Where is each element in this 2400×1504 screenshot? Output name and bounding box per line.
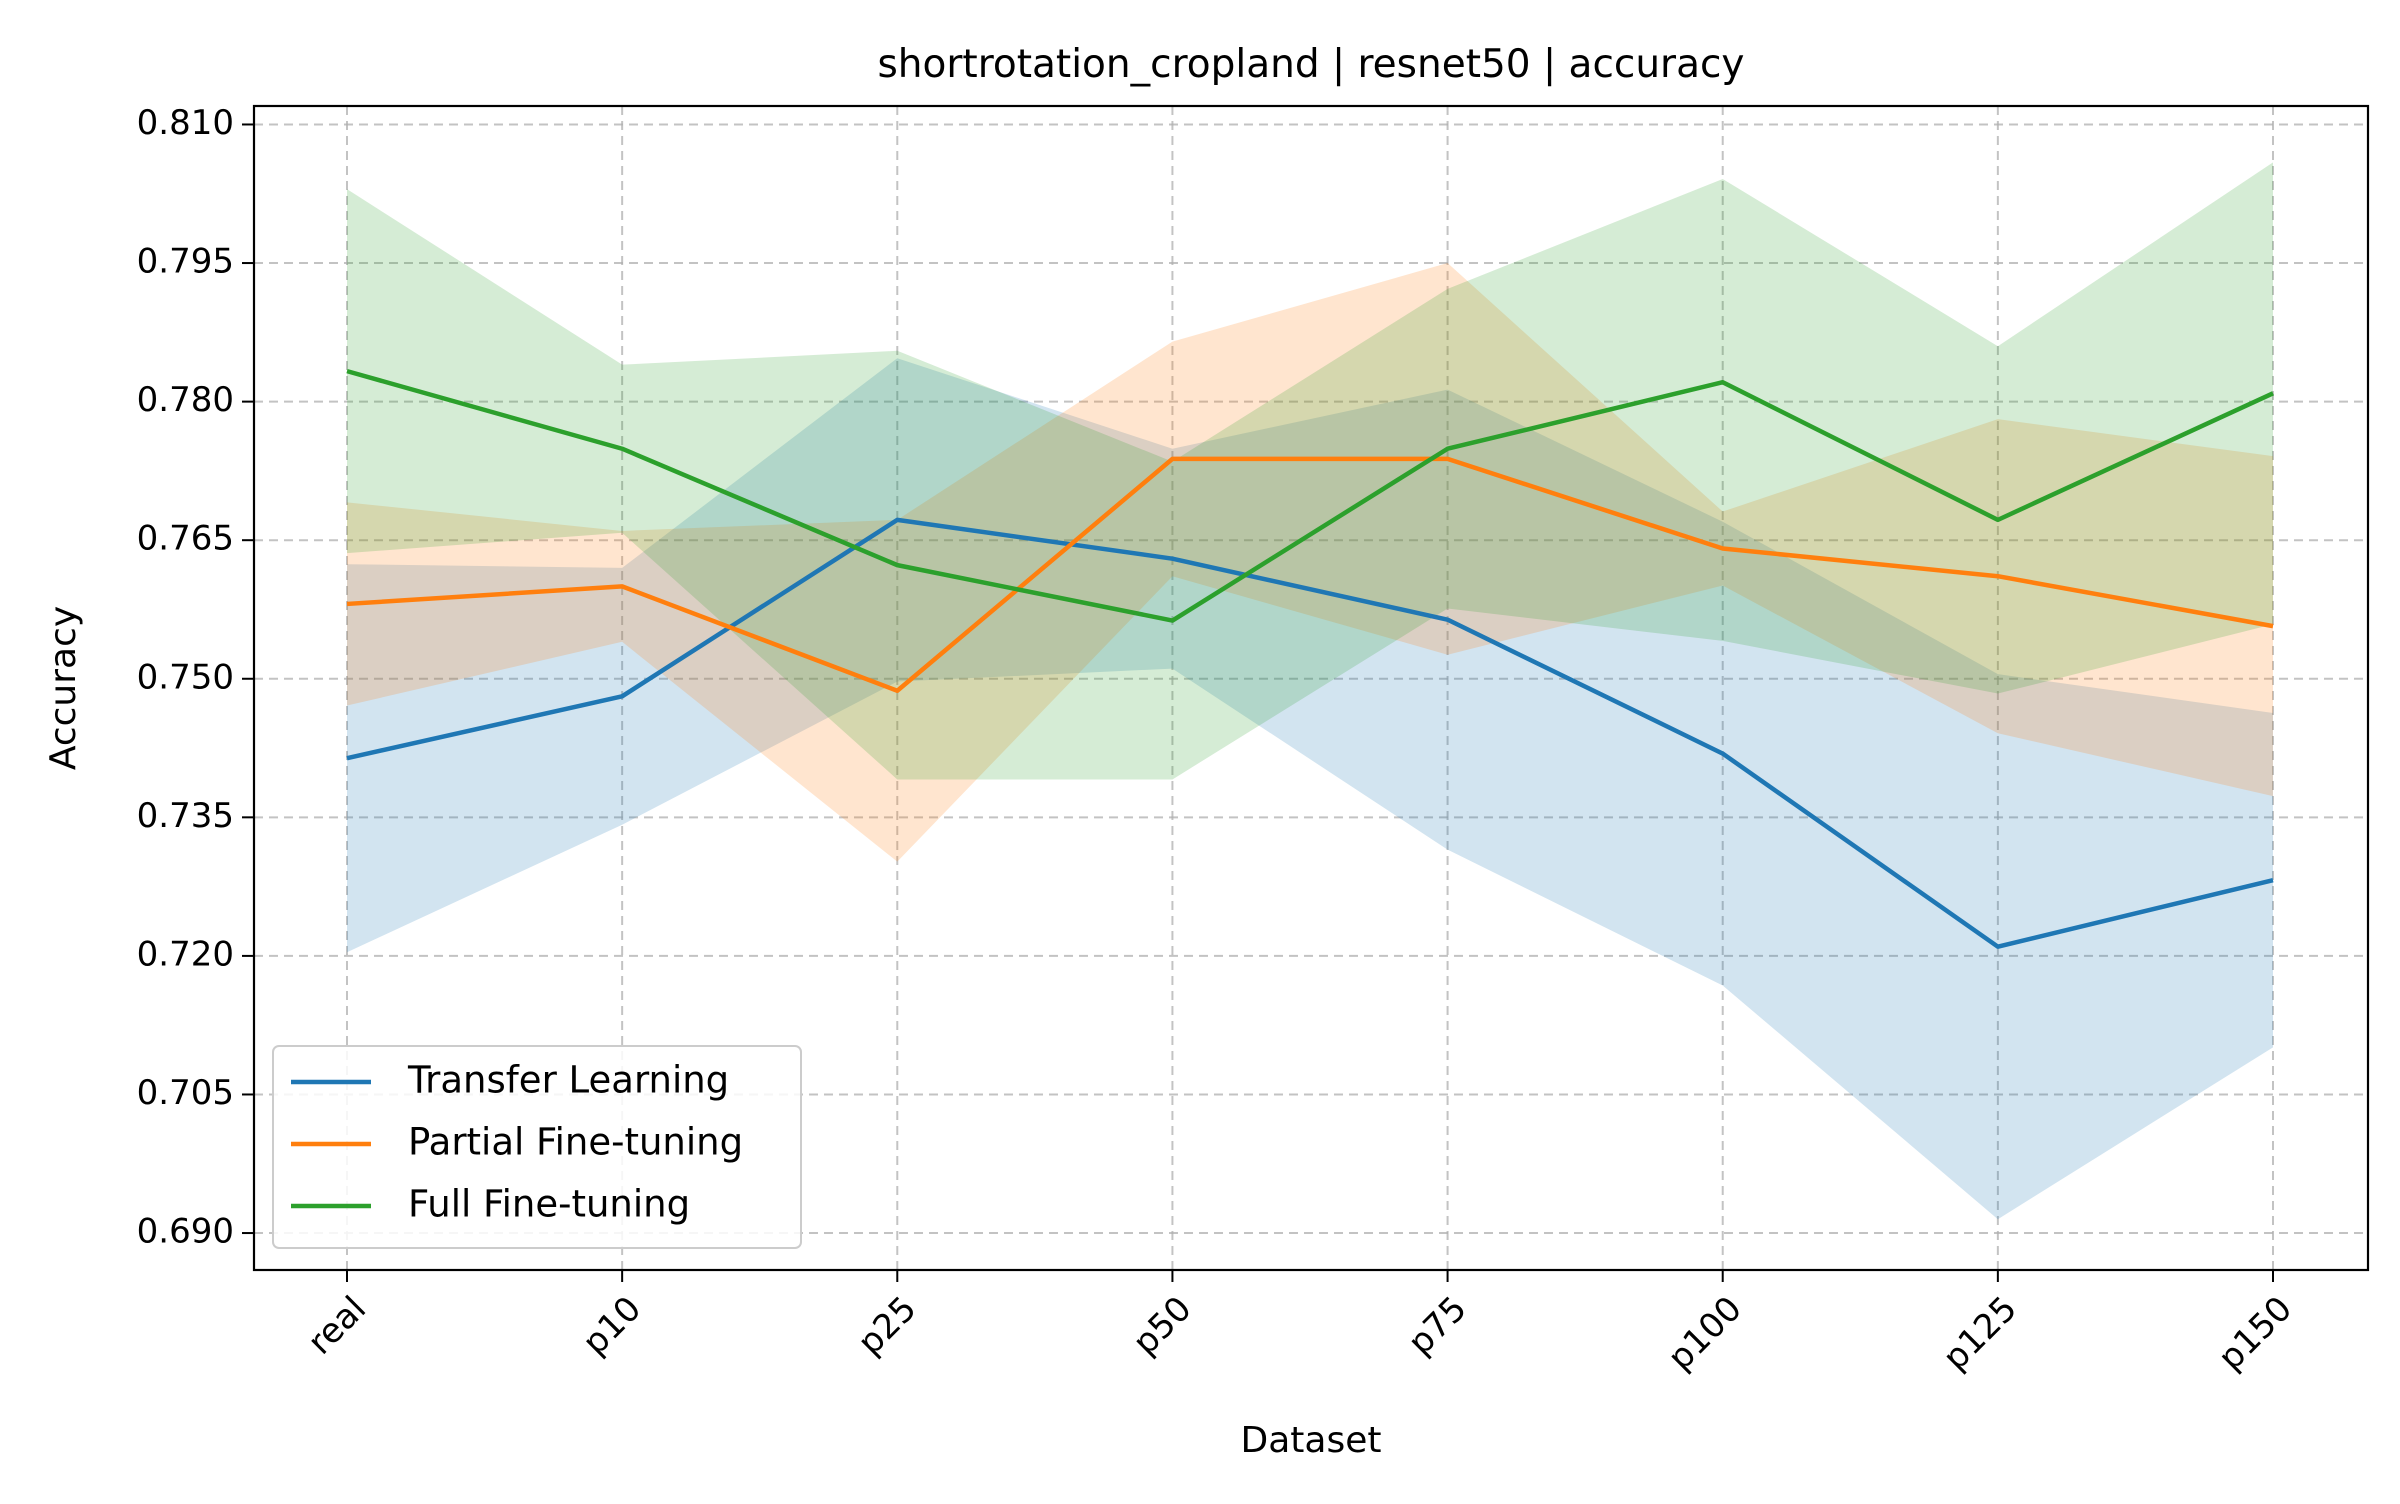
- x-tick-label: p10: [575, 1289, 649, 1363]
- confidence-band-2: [347, 162, 2273, 780]
- y-tick-label: 0.810: [137, 103, 234, 143]
- x-tick-label: p125: [1936, 1289, 2025, 1378]
- legend-label: Full Fine-tuning: [408, 1183, 690, 1226]
- y-tick-label: 0.750: [137, 657, 234, 697]
- y-tick-label: 0.720: [137, 934, 234, 974]
- legend-label: Partial Fine-tuning: [408, 1121, 743, 1164]
- series-line-1: [346, 456, 2274, 694]
- chart-title: shortrotation_cropland | resnet50 | accu…: [877, 42, 1744, 87]
- x-tick-label: p25: [850, 1289, 924, 1363]
- y-tick-label: 0.795: [137, 242, 234, 282]
- x-tick-label: p50: [1125, 1289, 1199, 1363]
- legend-label: Transfer Learning: [407, 1059, 729, 1102]
- x-tick-label: p75: [1401, 1289, 1475, 1363]
- series-line-2: [346, 368, 2274, 623]
- legend: Transfer Learning Partial Fine-tuning Full…: [272, 1045, 802, 1249]
- y-axis-ticks: 0.690 0.705 0.720 0.735 0.750 0.765 0.780 0.795…: [137, 103, 254, 1252]
- confidence-band-0: [347, 358, 2273, 1220]
- y-tick-label: 0.735: [137, 796, 234, 836]
- x-tick-label: p150: [2211, 1289, 2300, 1378]
- y-tick-label: 0.690: [137, 1212, 234, 1252]
- legend-box: [272, 1045, 802, 1249]
- x-tick-label: p100: [1660, 1289, 1749, 1378]
- plot-area-frame: [252, 104, 2370, 1272]
- y-axis-label: Accuracy: [43, 606, 84, 770]
- y-tick-label: 0.705: [137, 1073, 234, 1113]
- y-tick-label: 0.780: [137, 380, 234, 420]
- y-tick-label: 0.765: [137, 519, 234, 559]
- x-axis-ticks: real p10 p25 p50 p75 p100 p125 p150: [300, 1270, 2300, 1378]
- x-tick-label: real: [300, 1289, 374, 1363]
- x-axis-label: Dataset: [1241, 1420, 1382, 1461]
- confidence-bands: [347, 162, 2273, 1220]
- series-lines: [346, 368, 2274, 949]
- series-line-0: [346, 517, 2274, 949]
- confidence-band-1: [347, 263, 2273, 862]
